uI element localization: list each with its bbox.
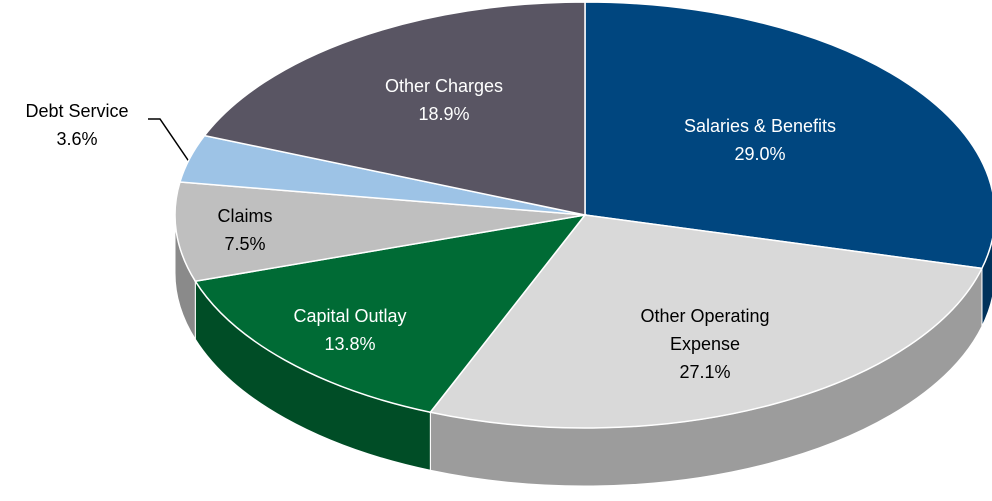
slice: [584, 1, 992, 270]
slice-label: Salaries & Benefits 29.0%: [684, 112, 836, 168]
value-label: 29.0%: [734, 144, 786, 164]
category-label: Claims: [217, 206, 273, 226]
category-label: Salaries & Benefits: [683, 116, 837, 136]
leader-line: [148, 118, 191, 164]
slice: [203, 1, 586, 216]
category-label: Capital Outlay: [293, 306, 407, 326]
value-label: 18.9%: [418, 104, 470, 124]
value-label: 13.8%: [324, 334, 376, 354]
category-label: Other Operating Expense: [640, 306, 770, 354]
category-label: Debt Service: [25, 101, 129, 121]
slice-label: Other Charges 18.9%: [385, 72, 503, 128]
slice: [194, 213, 587, 414]
slice-label: Debt Service 3.6%: [25, 97, 128, 153]
slice: [429, 214, 984, 429]
pie-tops: [174, 1, 992, 429]
slice-label: Claims 7.5%: [217, 202, 272, 258]
value-label: 7.5%: [224, 234, 266, 254]
slice-label: Capital Outlay 13.8%: [293, 302, 406, 358]
slice-label: Other Operating Expense 27.1%: [605, 302, 805, 386]
value-label: 3.6%: [56, 129, 98, 149]
category-label: Other Charges: [384, 76, 504, 96]
value-label: 27.1%: [679, 362, 731, 382]
